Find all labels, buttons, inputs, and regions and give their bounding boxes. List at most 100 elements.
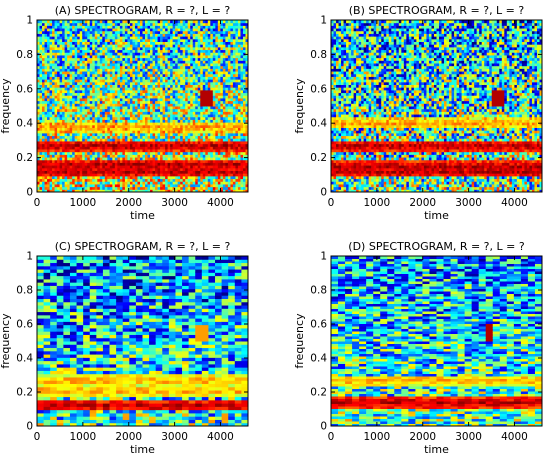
heatmap-cell: [59, 170, 63, 174]
heatmap-cell: [52, 20, 56, 24]
heatmap-cell: [104, 54, 108, 59]
heatmap-cell: [127, 140, 131, 145]
heatmap-cell: [52, 41, 56, 45]
heatmap-cell: [87, 108, 91, 112]
heatmap-cell: [97, 38, 101, 42]
heatmap-cell: [102, 52, 106, 56]
heatmap-cell: [89, 28, 93, 32]
heatmap-cell: [139, 140, 143, 145]
heatmap-cell: [47, 52, 51, 56]
heatmap-cell: [109, 149, 113, 153]
heatmap-cell: [49, 183, 53, 188]
heatmap-cell: [84, 124, 88, 128]
heatmap-cell: [67, 76, 71, 80]
heatmap-cell: [39, 60, 43, 64]
heatmap-cell: [134, 38, 138, 42]
heatmap-cell: [127, 108, 131, 112]
heatmap-cell: [102, 41, 106, 45]
heatmap-cell: [39, 44, 43, 48]
heatmap-cell: [112, 20, 116, 24]
heatmap-cell: [64, 143, 68, 147]
heatmap-cell: [137, 54, 141, 59]
heatmap-cell: [139, 119, 143, 123]
heatmap-cell: [124, 68, 128, 72]
heatmap-cell: [64, 79, 68, 83]
heatmap-cell: [79, 36, 83, 40]
heatmap-cell: [109, 76, 113, 80]
heatmap-cell: [99, 41, 103, 45]
heatmap-cell: [39, 20, 43, 24]
heatmap-cell: [39, 181, 43, 185]
heatmap-cell: [132, 68, 136, 72]
heatmap-cell: [109, 44, 113, 48]
heatmap-cell: [94, 154, 98, 158]
heatmap-cell: [112, 87, 116, 91]
heatmap-cell: [84, 159, 88, 163]
heatmap-cell: [52, 60, 56, 64]
heatmap-cell: [97, 143, 101, 147]
heatmap-cell: [87, 143, 91, 147]
heatmap-cell: [74, 111, 78, 115]
heatmap-cell: [117, 106, 121, 110]
heatmap-cell: [54, 33, 58, 37]
heatmap-cell: [72, 71, 76, 75]
heatmap-cell: [37, 38, 41, 42]
heatmap-cell: [94, 116, 98, 120]
heatmap-cell: [102, 124, 106, 128]
heatmap-cell: [39, 68, 43, 72]
heatmap-cell: [129, 25, 133, 29]
heatmap-cell: [42, 178, 46, 182]
heatmap-cell: [64, 36, 68, 40]
heatmap-cell: [102, 103, 106, 107]
heatmap-cell: [137, 159, 141, 163]
heatmap-cell: [102, 143, 106, 147]
heatmap-cell: [42, 114, 46, 118]
heatmap-cell: [124, 41, 128, 45]
heatmap-cell: [102, 30, 106, 34]
heatmap-cell: [67, 151, 71, 155]
heatmap-cell: [77, 181, 81, 185]
heatmap-cell: [59, 36, 63, 40]
heatmap-cell: [97, 162, 101, 166]
heatmap-cell: [39, 138, 43, 142]
heatmap-cell: [137, 151, 141, 155]
heatmap-cell: [69, 52, 73, 56]
heatmap-cell: [52, 151, 56, 155]
heatmap-cell: [137, 76, 141, 80]
heatmap-cell: [74, 165, 78, 169]
heatmap-cell: [89, 130, 93, 134]
heatmap-cell: [124, 28, 128, 32]
heatmap-cell: [134, 170, 138, 174]
heatmap-cell: [104, 157, 108, 161]
heatmap-cell: [82, 41, 86, 45]
heatmap-cell: [87, 49, 91, 53]
heatmap-cell: [69, 57, 73, 61]
heatmap-cell: [67, 81, 71, 85]
heatmap-cell: [52, 173, 56, 177]
heatmap-cell: [37, 36, 41, 40]
heatmap-cell: [64, 52, 68, 56]
heatmap-cell: [92, 68, 96, 72]
heatmap-cell: [42, 132, 46, 137]
heatmap-cell: [134, 135, 138, 139]
heatmap-cell: [104, 138, 108, 142]
heatmap-cell: [92, 119, 96, 123]
heatmap-cell: [112, 92, 116, 96]
heatmap-cell: [82, 111, 86, 115]
heatmap-cell: [114, 178, 118, 182]
heatmap-cell: [97, 103, 101, 107]
heatmap-cell: [54, 189, 58, 193]
heatmap-cell: [114, 159, 118, 163]
heatmap-cell: [122, 178, 126, 182]
heatmap-cell: [72, 20, 76, 24]
heatmap-cell: [122, 20, 126, 24]
heatmap-cell: [74, 89, 78, 94]
heatmap-cell: [134, 84, 138, 88]
heatmap-cell: [109, 87, 113, 91]
heatmap-cell: [129, 28, 133, 32]
heatmap-cell: [59, 25, 63, 29]
heatmap-cell: [39, 65, 43, 69]
heatmap-cell: [54, 130, 58, 134]
heatmap-cell: [67, 189, 71, 193]
heatmap-cell: [87, 149, 91, 153]
